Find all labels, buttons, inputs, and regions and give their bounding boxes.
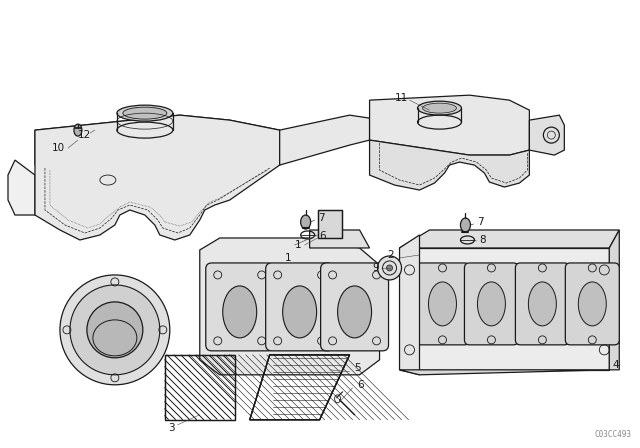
FancyBboxPatch shape — [266, 263, 333, 351]
Ellipse shape — [223, 286, 257, 338]
Ellipse shape — [283, 286, 317, 338]
Polygon shape — [310, 230, 369, 248]
Text: 8: 8 — [479, 235, 486, 245]
FancyBboxPatch shape — [465, 263, 518, 345]
Polygon shape — [369, 140, 529, 190]
Circle shape — [70, 285, 160, 375]
Bar — [165, 355, 235, 420]
Polygon shape — [35, 115, 280, 165]
FancyBboxPatch shape — [321, 263, 388, 351]
Text: 1: 1 — [294, 240, 301, 250]
Polygon shape — [399, 235, 419, 375]
Bar — [165, 355, 235, 420]
Text: 11: 11 — [394, 93, 408, 103]
Ellipse shape — [123, 107, 167, 119]
Text: 7: 7 — [477, 217, 484, 227]
FancyBboxPatch shape — [415, 263, 470, 345]
FancyBboxPatch shape — [205, 263, 274, 351]
Circle shape — [87, 302, 143, 358]
Text: 4: 4 — [612, 360, 619, 370]
Text: 1: 1 — [285, 253, 291, 263]
Polygon shape — [529, 115, 564, 155]
Text: 12: 12 — [78, 130, 91, 140]
Polygon shape — [280, 115, 369, 165]
Text: 3: 3 — [168, 423, 175, 433]
Polygon shape — [609, 230, 620, 370]
Polygon shape — [399, 230, 620, 248]
Ellipse shape — [117, 105, 173, 121]
Text: 6: 6 — [319, 231, 326, 241]
Polygon shape — [399, 370, 609, 375]
FancyBboxPatch shape — [515, 263, 570, 345]
Ellipse shape — [429, 282, 456, 326]
Ellipse shape — [74, 124, 82, 136]
Ellipse shape — [579, 282, 606, 326]
Text: 2: 2 — [388, 250, 394, 260]
Ellipse shape — [338, 286, 372, 338]
Polygon shape — [399, 248, 609, 370]
Ellipse shape — [422, 103, 456, 113]
Ellipse shape — [301, 215, 310, 229]
Text: C03CC493: C03CC493 — [595, 430, 631, 439]
Circle shape — [387, 265, 392, 271]
Ellipse shape — [417, 101, 461, 115]
Text: 10: 10 — [52, 143, 65, 153]
Circle shape — [60, 275, 170, 385]
Polygon shape — [8, 160, 35, 215]
Polygon shape — [200, 238, 380, 375]
Circle shape — [378, 256, 401, 280]
Text: 5: 5 — [355, 363, 361, 373]
Ellipse shape — [529, 282, 556, 326]
Text: 9: 9 — [372, 263, 379, 273]
Text: 6: 6 — [358, 380, 364, 390]
Polygon shape — [317, 210, 342, 238]
Ellipse shape — [477, 282, 506, 326]
FancyBboxPatch shape — [565, 263, 620, 345]
Polygon shape — [369, 95, 529, 155]
Text: 7: 7 — [317, 213, 324, 223]
Ellipse shape — [460, 218, 470, 232]
Polygon shape — [35, 115, 280, 240]
